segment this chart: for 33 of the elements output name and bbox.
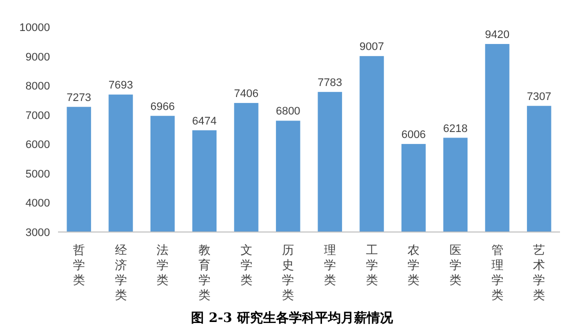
y-tick-label: 10000 xyxy=(19,22,50,34)
text: 图 2-3 研究生各学科平均月薪情况 xyxy=(191,310,394,326)
y-tick-label: 7000 xyxy=(26,110,50,122)
data-label: 6006 xyxy=(401,128,426,141)
data-label: 9420 xyxy=(485,28,510,41)
x-tick-label: 管理学类 xyxy=(491,243,504,302)
data-label: 7307 xyxy=(526,90,552,103)
y-tick-label: 9000 xyxy=(26,51,50,64)
x-tick-label: 哲学类 xyxy=(72,243,85,287)
data-label: 6218 xyxy=(443,122,468,135)
x-tick-label: 历史学类 xyxy=(282,243,294,302)
y-tick-label: 4000 xyxy=(26,198,50,210)
data-label: 7406 xyxy=(234,88,258,100)
data-label: 6800 xyxy=(276,106,300,118)
x-tick-label: 教育学类 xyxy=(198,243,210,302)
data-label: 7273 xyxy=(66,92,92,104)
data-label: 6966 xyxy=(150,100,175,113)
x-tick-label: 理学类 xyxy=(324,243,336,287)
x-tick-label: 法学类 xyxy=(156,243,169,287)
y-tick-label: 8000 xyxy=(26,80,50,93)
data-label: 7783 xyxy=(318,76,342,89)
data-label: 7693 xyxy=(108,80,133,92)
data-label: 6474 xyxy=(192,115,217,128)
data-label: 9007 xyxy=(360,41,384,54)
y-tick-label: 3000 xyxy=(26,227,50,239)
x-tick-label: 文学类 xyxy=(240,243,252,287)
x-tick-label: 艺术学类 xyxy=(533,243,546,302)
y-tick-label: 6000 xyxy=(26,139,50,152)
x-tick-label: 医学类 xyxy=(449,243,462,287)
x-tick-label: 农学类 xyxy=(408,243,420,287)
x-tick-label: 工学类 xyxy=(366,243,378,287)
y-tick-label: 5000 xyxy=(26,168,50,180)
x-tick-label: 经济学类 xyxy=(114,243,127,302)
